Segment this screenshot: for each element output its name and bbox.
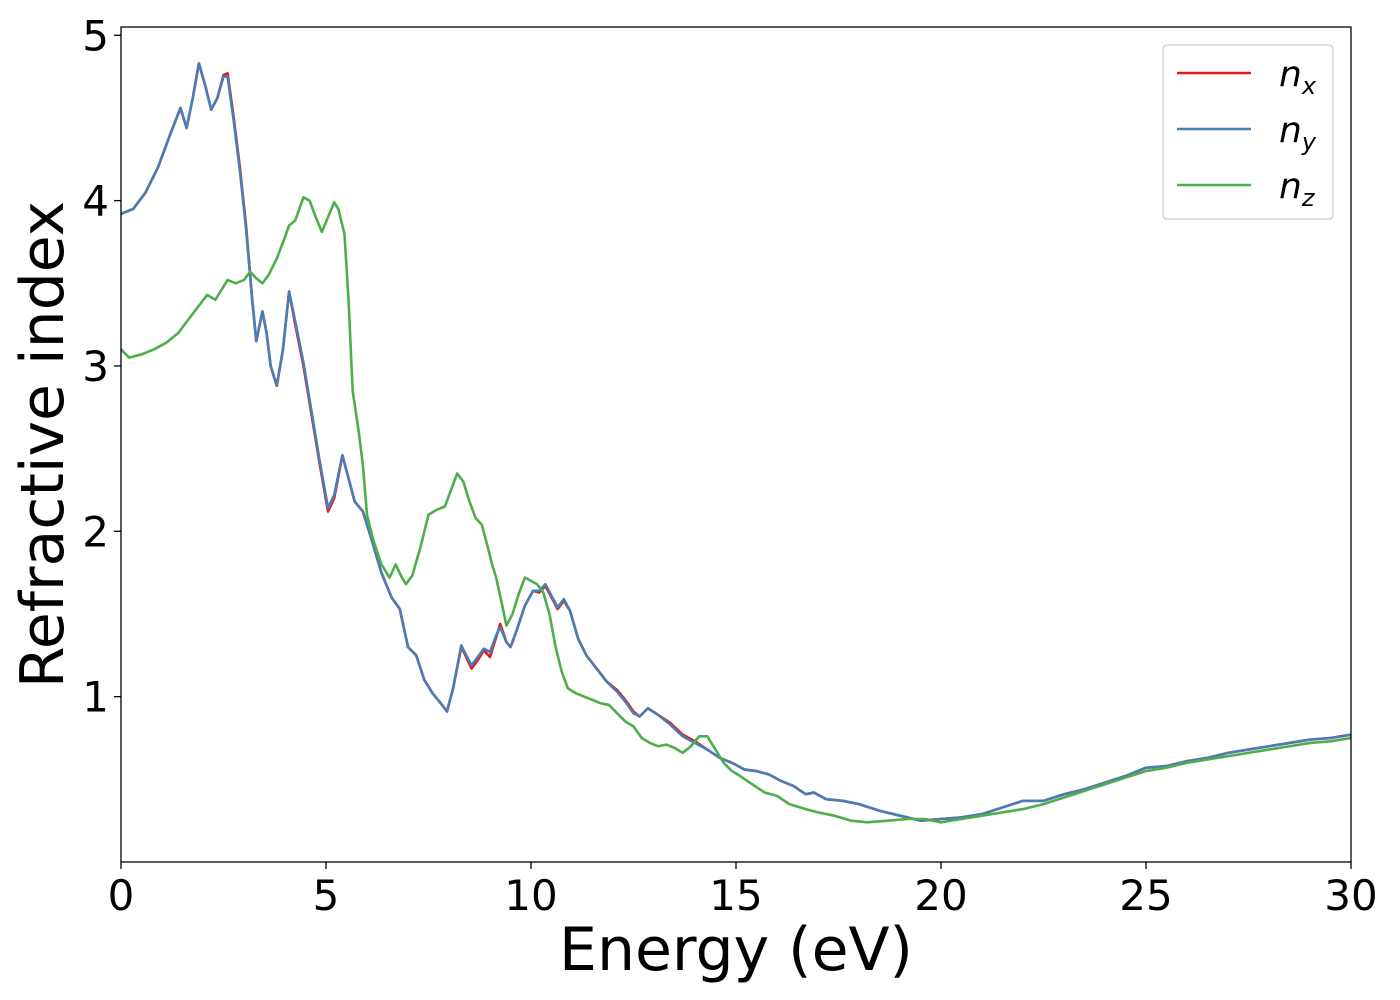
x-tick-label: 30 xyxy=(1324,871,1377,920)
x-axis-ticks: 0 5 10 15 20 25 30 xyxy=(108,862,1378,920)
x-tick-label: 20 xyxy=(914,871,967,920)
plot-area xyxy=(121,62,1351,824)
y-axis-title: Refractive index xyxy=(8,201,78,688)
y-tick-label: 5 xyxy=(82,11,109,60)
x-axis-title: Energy (eV) xyxy=(559,915,913,985)
y-tick-label: 1 xyxy=(82,673,109,722)
y-tick-label: 2 xyxy=(82,507,109,556)
legend-box xyxy=(1162,44,1334,220)
x-tick-label: 25 xyxy=(1119,871,1172,920)
x-tick-label: 15 xyxy=(709,871,762,920)
x-tick-label: 5 xyxy=(313,871,340,920)
legend-label-y: ny xyxy=(1279,110,1317,156)
x-tick-label: 0 xyxy=(108,871,135,920)
y-axis-ticks: 1 2 3 4 5 xyxy=(82,11,121,722)
series-line-z xyxy=(121,196,1351,824)
legend-label-z: nz xyxy=(1279,166,1316,212)
y-tick-label: 3 xyxy=(82,342,109,391)
legend: nx ny nz xyxy=(1162,44,1334,220)
x-tick-label: 10 xyxy=(504,871,557,920)
y-tick-label: 4 xyxy=(82,177,109,226)
legend-label-x: nx xyxy=(1279,54,1317,100)
series-line-y xyxy=(121,62,1351,822)
